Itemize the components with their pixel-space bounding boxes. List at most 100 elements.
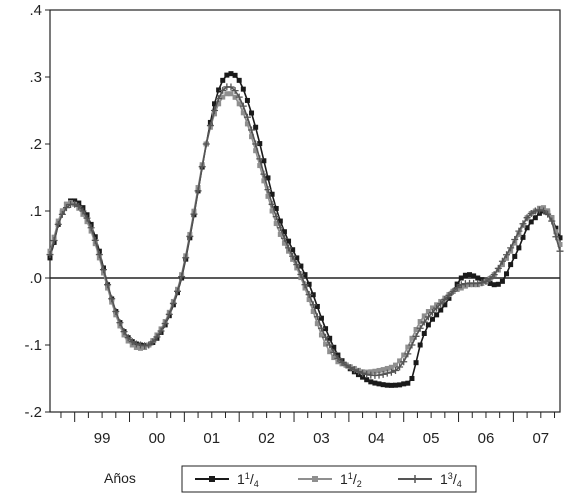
legend: Años 11/4 11/2 13/4 bbox=[104, 465, 477, 493]
data-point bbox=[252, 140, 260, 148]
data-point bbox=[202, 140, 210, 148]
data-point bbox=[298, 263, 304, 269]
data-point bbox=[449, 287, 457, 295]
x-tick-label: 03 bbox=[313, 430, 330, 447]
data-point bbox=[528, 219, 534, 225]
data-point bbox=[240, 110, 246, 116]
data-point bbox=[322, 333, 330, 341]
data-point bbox=[310, 292, 316, 298]
data-point bbox=[132, 340, 140, 348]
data-point bbox=[99, 266, 107, 274]
data-point bbox=[557, 235, 563, 241]
data-point bbox=[331, 355, 337, 361]
data-point bbox=[46, 251, 54, 259]
data-point bbox=[153, 333, 161, 341]
data-point bbox=[165, 310, 173, 318]
data-point bbox=[380, 382, 386, 388]
data-point bbox=[79, 207, 87, 215]
data-point bbox=[216, 87, 222, 93]
data-point bbox=[265, 175, 271, 181]
data-point bbox=[318, 332, 324, 338]
data-point bbox=[124, 334, 132, 342]
data-point bbox=[92, 234, 98, 240]
x-tick-label: 00 bbox=[149, 430, 166, 447]
data-point bbox=[253, 124, 259, 130]
data-point bbox=[532, 215, 538, 221]
data-point bbox=[323, 341, 329, 347]
series-1 bbox=[47, 71, 563, 388]
data-point bbox=[462, 272, 468, 278]
series-layer bbox=[46, 71, 564, 388]
data-point bbox=[306, 281, 312, 287]
data-point bbox=[280, 234, 288, 242]
data-point bbox=[232, 94, 238, 100]
legend-marker bbox=[411, 475, 419, 483]
data-point bbox=[120, 328, 128, 336]
data-point bbox=[458, 275, 464, 281]
data-point bbox=[437, 300, 445, 308]
data-point bbox=[297, 270, 305, 278]
data-point bbox=[531, 207, 539, 215]
data-point bbox=[186, 232, 194, 240]
data-point bbox=[416, 324, 424, 332]
data-point bbox=[313, 313, 321, 321]
data-point bbox=[420, 318, 428, 326]
x-tick-label: 04 bbox=[368, 430, 385, 447]
data-point bbox=[95, 251, 103, 259]
data-point bbox=[508, 262, 514, 268]
data-point bbox=[425, 309, 431, 314]
data-point bbox=[557, 242, 563, 247]
data-point bbox=[409, 376, 415, 381]
data-point bbox=[194, 187, 202, 195]
data-point bbox=[384, 365, 390, 371]
y-tick-label: -.1 bbox=[24, 337, 42, 354]
data-point bbox=[421, 330, 427, 336]
data-point bbox=[417, 319, 423, 325]
data-point bbox=[112, 308, 120, 315]
data-point bbox=[401, 352, 407, 358]
data-point bbox=[174, 287, 181, 295]
data-point bbox=[265, 193, 271, 199]
data-point bbox=[359, 369, 367, 377]
x-axis: 99 00 01 02 03 04 05 06 07 bbox=[60, 412, 556, 447]
x-tick-label: 02 bbox=[258, 430, 275, 447]
data-point bbox=[454, 281, 460, 287]
data-point bbox=[236, 101, 242, 107]
x-tick-label: 01 bbox=[203, 430, 220, 447]
data-point bbox=[553, 225, 559, 231]
legend-marker bbox=[312, 476, 318, 482]
legend-item: 11/4 bbox=[195, 471, 259, 489]
legend-item: 11/2 bbox=[298, 471, 362, 489]
data-point bbox=[417, 342, 423, 348]
data-point bbox=[334, 354, 342, 362]
data-point bbox=[149, 338, 157, 346]
data-point bbox=[405, 380, 411, 386]
data-point bbox=[301, 281, 309, 289]
data-point bbox=[478, 279, 486, 287]
data-point bbox=[50, 237, 58, 245]
data-point bbox=[281, 229, 287, 235]
data-point bbox=[375, 371, 383, 379]
data-point bbox=[413, 360, 419, 366]
data-point bbox=[220, 94, 226, 100]
data-point bbox=[273, 221, 279, 227]
data-point bbox=[224, 91, 230, 97]
data-point bbox=[305, 291, 313, 299]
data-point bbox=[182, 254, 190, 262]
data-point bbox=[128, 338, 136, 346]
data-point bbox=[261, 158, 267, 164]
data-point bbox=[249, 134, 255, 140]
data-point bbox=[413, 327, 419, 333]
data-point bbox=[306, 297, 312, 303]
data-point bbox=[136, 341, 144, 349]
data-point bbox=[487, 280, 493, 286]
data-point bbox=[260, 170, 268, 178]
data-point bbox=[441, 295, 449, 303]
y-tick-label: .4 bbox=[29, 2, 42, 19]
data-point bbox=[281, 240, 287, 246]
data-point bbox=[504, 271, 510, 277]
data-point bbox=[520, 234, 526, 240]
data-point bbox=[206, 122, 214, 130]
data-point bbox=[211, 107, 219, 114]
data-point bbox=[523, 214, 531, 222]
